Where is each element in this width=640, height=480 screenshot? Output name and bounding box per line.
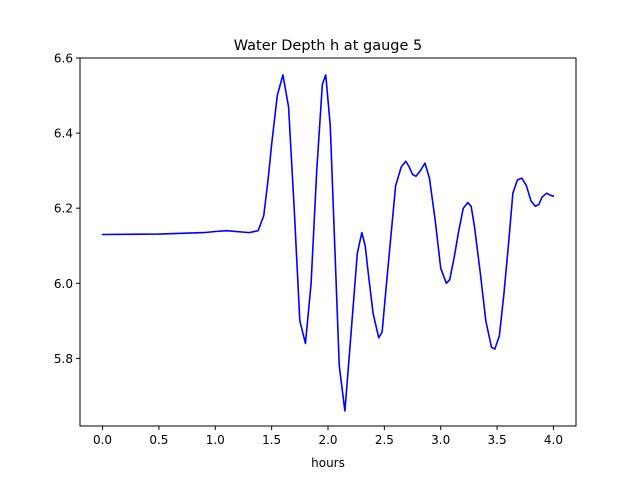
x-tick-label: 3.0 xyxy=(431,433,450,447)
chart-title: Water Depth h at gauge 5 xyxy=(234,38,422,54)
y-tick-label: 6.2 xyxy=(54,202,73,216)
plot-area: 0.0 0.5 1.0 1.5 2.0 2.5 3.0 3.5 4.0 5.8 6.0 6.2 6.4 6… xyxy=(54,52,577,447)
y-tick-label: 6.4 xyxy=(54,127,73,141)
y-tick-label: 6.6 xyxy=(54,52,73,66)
x-tick-label: 3.5 xyxy=(488,433,507,447)
x-tick-label: 1.0 xyxy=(206,433,225,447)
x-tick-label: 1.5 xyxy=(262,433,281,447)
x-tick-label: 0.5 xyxy=(149,433,168,447)
x-tick-label: 0.0 xyxy=(93,433,112,447)
y-tick-label: 6.0 xyxy=(54,277,73,291)
x-tick-label: 4.0 xyxy=(544,433,563,447)
x-tick-label: 2.0 xyxy=(318,433,337,447)
x-axis-label: hours xyxy=(311,456,345,470)
y-tick-label: 5.8 xyxy=(54,352,73,366)
x-tick-label: 2.5 xyxy=(375,433,394,447)
series-line-0 xyxy=(101,74,555,412)
